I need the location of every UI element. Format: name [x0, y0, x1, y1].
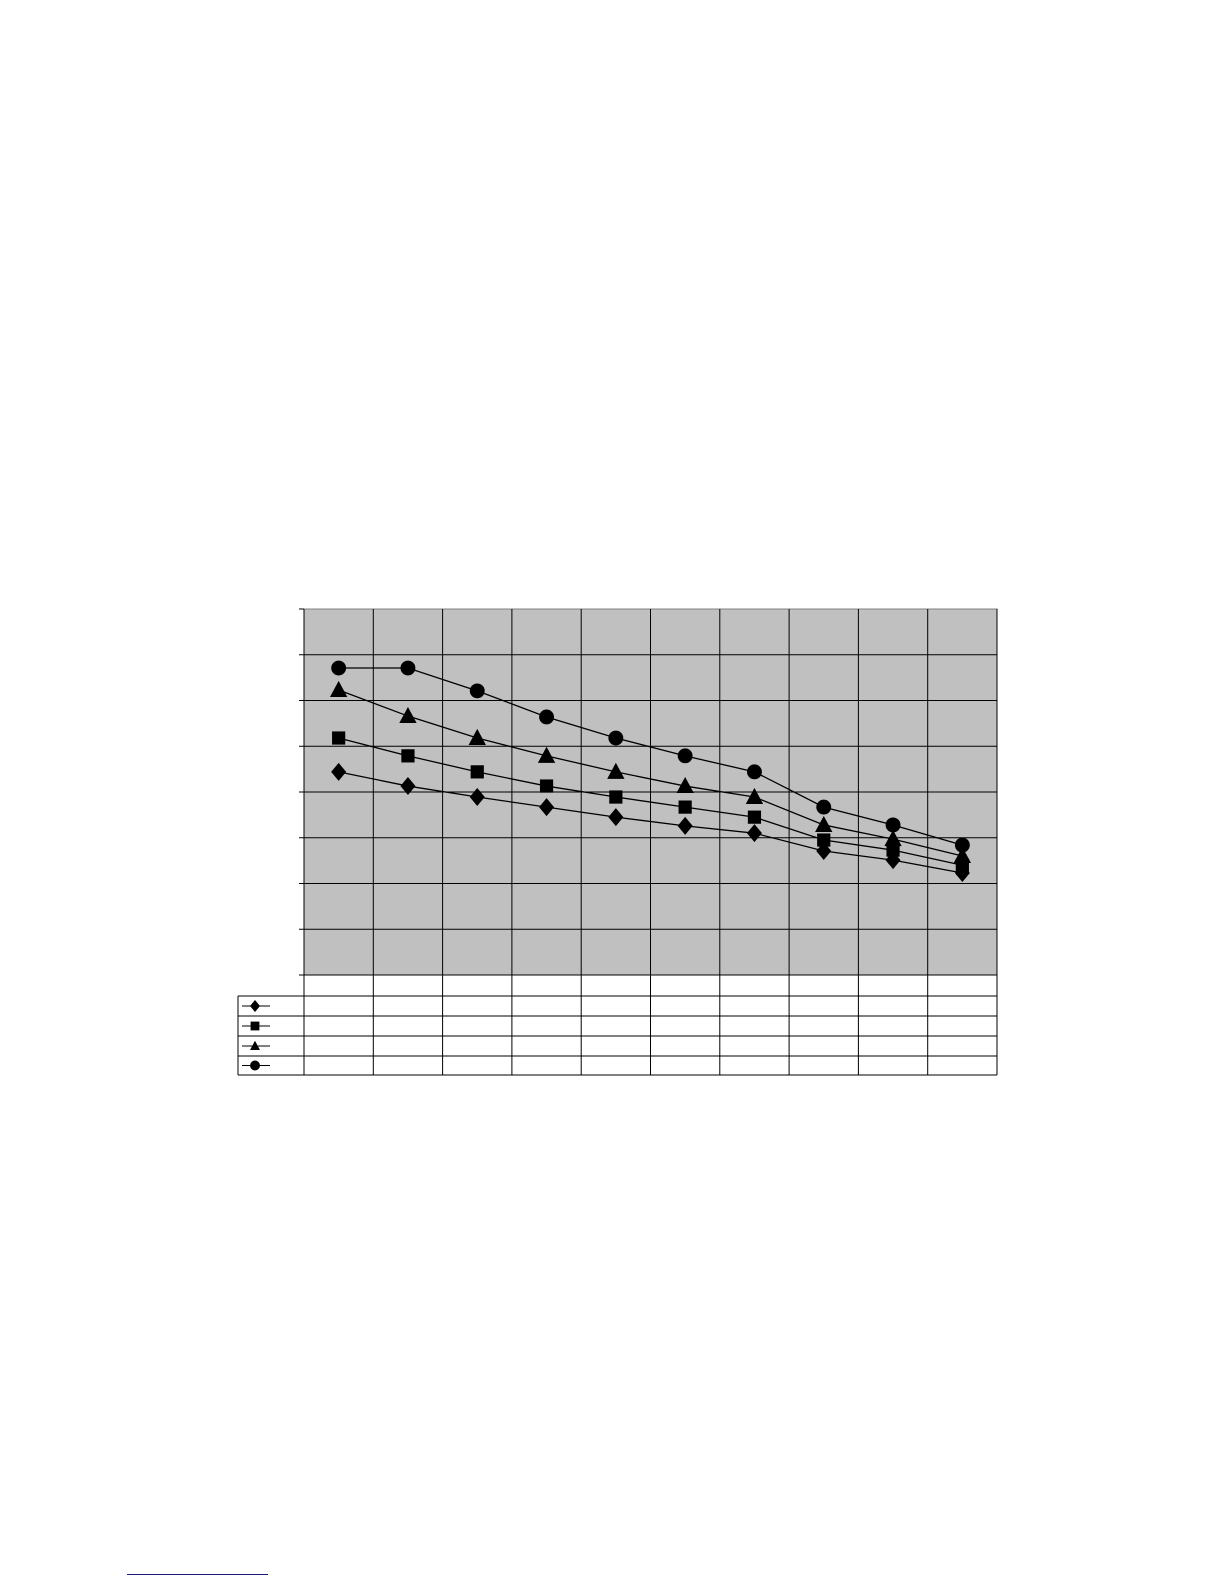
data-point-triangle — [745, 787, 764, 805]
data-point-circle — [400, 660, 416, 676]
data-point-circle — [331, 660, 347, 676]
data-point-diamond — [400, 777, 416, 796]
legend-triangle-icon — [250, 1040, 260, 1050]
data-point-triangle — [815, 815, 833, 832]
data-point-circle — [885, 817, 901, 833]
footer-link-underline[interactable] — [127, 1574, 268, 1575]
data-point-triangle — [676, 776, 694, 794]
data-point-diamond — [469, 788, 485, 807]
data-point-circle — [469, 683, 485, 699]
legend-square-icon — [250, 1021, 260, 1031]
series-line-square — [338, 737, 963, 866]
data-point-square — [609, 790, 623, 804]
data-point-triangle — [329, 680, 348, 697]
data-point-triangle — [884, 830, 902, 847]
data-point-square — [817, 833, 831, 847]
data-point-triangle — [399, 706, 417, 724]
data-point-square — [747, 810, 762, 824]
data-point-square — [678, 800, 692, 814]
data-point-triangle — [953, 846, 972, 864]
data-point-diamond — [331, 762, 347, 781]
data-point-square — [470, 765, 484, 779]
series-line-circle — [338, 667, 963, 846]
series-line-triangle — [338, 689, 963, 857]
legend-circle-icon — [250, 1060, 260, 1071]
legend-diamond-icon — [250, 1000, 260, 1012]
data-point-triangle — [607, 762, 625, 779]
data-point-circle — [816, 799, 832, 815]
data-point-circle — [954, 837, 970, 853]
data-point-circle — [539, 709, 554, 725]
series-line-diamond — [338, 771, 963, 874]
data-point-circle — [747, 764, 762, 780]
data-point-circle — [677, 748, 693, 764]
data-point-circle — [608, 730, 624, 746]
data-point-square — [886, 843, 900, 857]
data-point-triangle — [468, 728, 486, 746]
data-point-square — [332, 731, 346, 745]
data-point-diamond — [608, 808, 624, 827]
data-point-diamond — [677, 816, 693, 835]
data-point-diamond — [539, 798, 555, 817]
data-point-triangle — [537, 746, 556, 763]
data-point-square — [539, 779, 554, 793]
data-point-square — [401, 749, 415, 763]
data-point-diamond — [746, 824, 762, 843]
